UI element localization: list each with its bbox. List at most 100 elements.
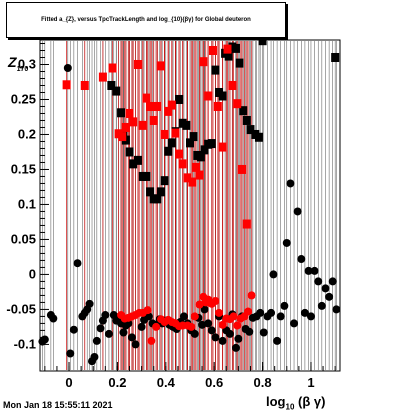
data-point-circle <box>96 324 105 333</box>
data-point-circle <box>119 328 128 337</box>
data-point-circle <box>244 307 253 316</box>
data-point-square <box>175 94 184 104</box>
data-point-square <box>196 152 205 162</box>
data-point-circle <box>195 300 204 309</box>
data-point-circle <box>267 308 276 317</box>
data-point-square <box>171 128 180 138</box>
y-tick-label: 0.15 <box>11 161 36 176</box>
data-point-square <box>189 132 198 142</box>
data-point-square <box>62 80 71 90</box>
data-point-circle <box>273 336 282 345</box>
y-axis-ticks: -0.1 -0.05 0 0.05 0.1 0.15 0.2 0.25 0.3 <box>6 42 49 351</box>
data-point-square <box>160 129 169 139</box>
data-point-circle <box>85 299 94 308</box>
data-point-square <box>182 120 191 130</box>
data-point-square <box>167 138 176 148</box>
data-point-square <box>153 194 162 204</box>
data-point-circle <box>259 328 268 337</box>
data-point-square <box>146 187 155 197</box>
data-point-circle <box>152 322 161 331</box>
data-markers <box>38 36 341 366</box>
data-point-circle <box>104 329 113 338</box>
data-point-square <box>331 52 340 62</box>
data-point-circle <box>332 305 341 314</box>
y-axis-label-sub: 170 <box>16 65 29 73</box>
data-point-square <box>156 61 165 71</box>
data-point-circle <box>137 322 146 331</box>
data-point-square <box>223 44 232 54</box>
y-axis-label: Z170 <box>8 54 28 73</box>
data-point-circle <box>63 63 72 72</box>
data-point-circle <box>49 314 58 323</box>
data-point-square <box>80 80 89 90</box>
data-point-circle <box>69 325 78 334</box>
x-axis-label-tail: (β γ) <box>294 394 326 409</box>
data-point-square <box>228 80 237 90</box>
data-point-square <box>146 101 155 111</box>
data-point-square <box>235 58 244 68</box>
data-point-circle <box>325 292 334 301</box>
data-point-square <box>133 155 142 165</box>
data-point-square <box>211 65 220 75</box>
data-point-circle <box>198 320 207 329</box>
data-point-circle <box>101 311 110 320</box>
data-point-square <box>153 101 162 111</box>
data-point-circle <box>143 306 152 315</box>
data-point-square <box>125 147 134 157</box>
data-point-circle <box>215 308 224 317</box>
data-point-square <box>133 59 142 69</box>
data-point-square <box>164 146 173 156</box>
data-point-square <box>125 108 134 118</box>
data-point-circle <box>317 301 326 310</box>
data-point-square <box>186 138 194 148</box>
y-tick-label: 0 <box>29 266 36 281</box>
data-point-square <box>112 86 121 96</box>
data-point-square <box>129 117 138 127</box>
data-point-circle <box>297 255 306 264</box>
data-point-circle <box>310 266 319 275</box>
data-point-square <box>242 115 251 125</box>
data-point-square <box>156 187 165 197</box>
data-point-circle <box>276 312 285 321</box>
data-point-square <box>142 93 151 103</box>
data-point-circle <box>293 207 302 216</box>
data-point-circle <box>218 336 227 345</box>
y-tick-label: 0.25 <box>11 91 36 106</box>
x-axis-label-main: log <box>266 394 286 409</box>
data-point-square <box>121 122 130 132</box>
data-point-square <box>239 106 248 116</box>
data-point-square <box>107 80 116 90</box>
x-tick-label: 1 <box>307 375 314 390</box>
data-point-square <box>254 132 263 142</box>
data-point-circle <box>211 333 220 342</box>
data-point-square <box>242 219 251 229</box>
data-point-square <box>188 177 197 187</box>
data-point-square <box>213 101 222 111</box>
data-point-square <box>160 176 169 186</box>
data-point-square <box>199 57 208 67</box>
data-point-circle <box>300 308 309 317</box>
data-point-square <box>200 145 209 155</box>
timestamp: Mon Jan 18 15:55:11 2021 <box>3 400 113 410</box>
data-point-square <box>208 45 217 55</box>
y-axis-label-main: Z <box>8 54 17 70</box>
data-point-circle <box>233 321 242 330</box>
data-point-circle <box>234 334 243 343</box>
data-point-square <box>218 91 227 101</box>
data-point-circle <box>66 349 75 358</box>
data-point-circle <box>229 312 238 321</box>
data-point-square <box>233 99 242 109</box>
data-point-square <box>195 170 204 180</box>
data-point-square <box>178 159 187 169</box>
data-point-circle <box>127 333 136 342</box>
data-point-circle <box>286 179 295 188</box>
chart-title-box: Fitted a_{Z}, versus TpcTrackLength and … <box>6 2 286 38</box>
data-point-square <box>149 115 158 125</box>
data-point-square <box>175 149 184 159</box>
data-point-circle <box>247 291 256 300</box>
x-axis-label: log10 (β γ) <box>266 394 325 412</box>
data-point-circle <box>92 336 101 345</box>
chart-title: Fitted a_{Z}, versus TpcTrackLength and … <box>41 17 251 23</box>
data-point-circle <box>90 353 99 362</box>
